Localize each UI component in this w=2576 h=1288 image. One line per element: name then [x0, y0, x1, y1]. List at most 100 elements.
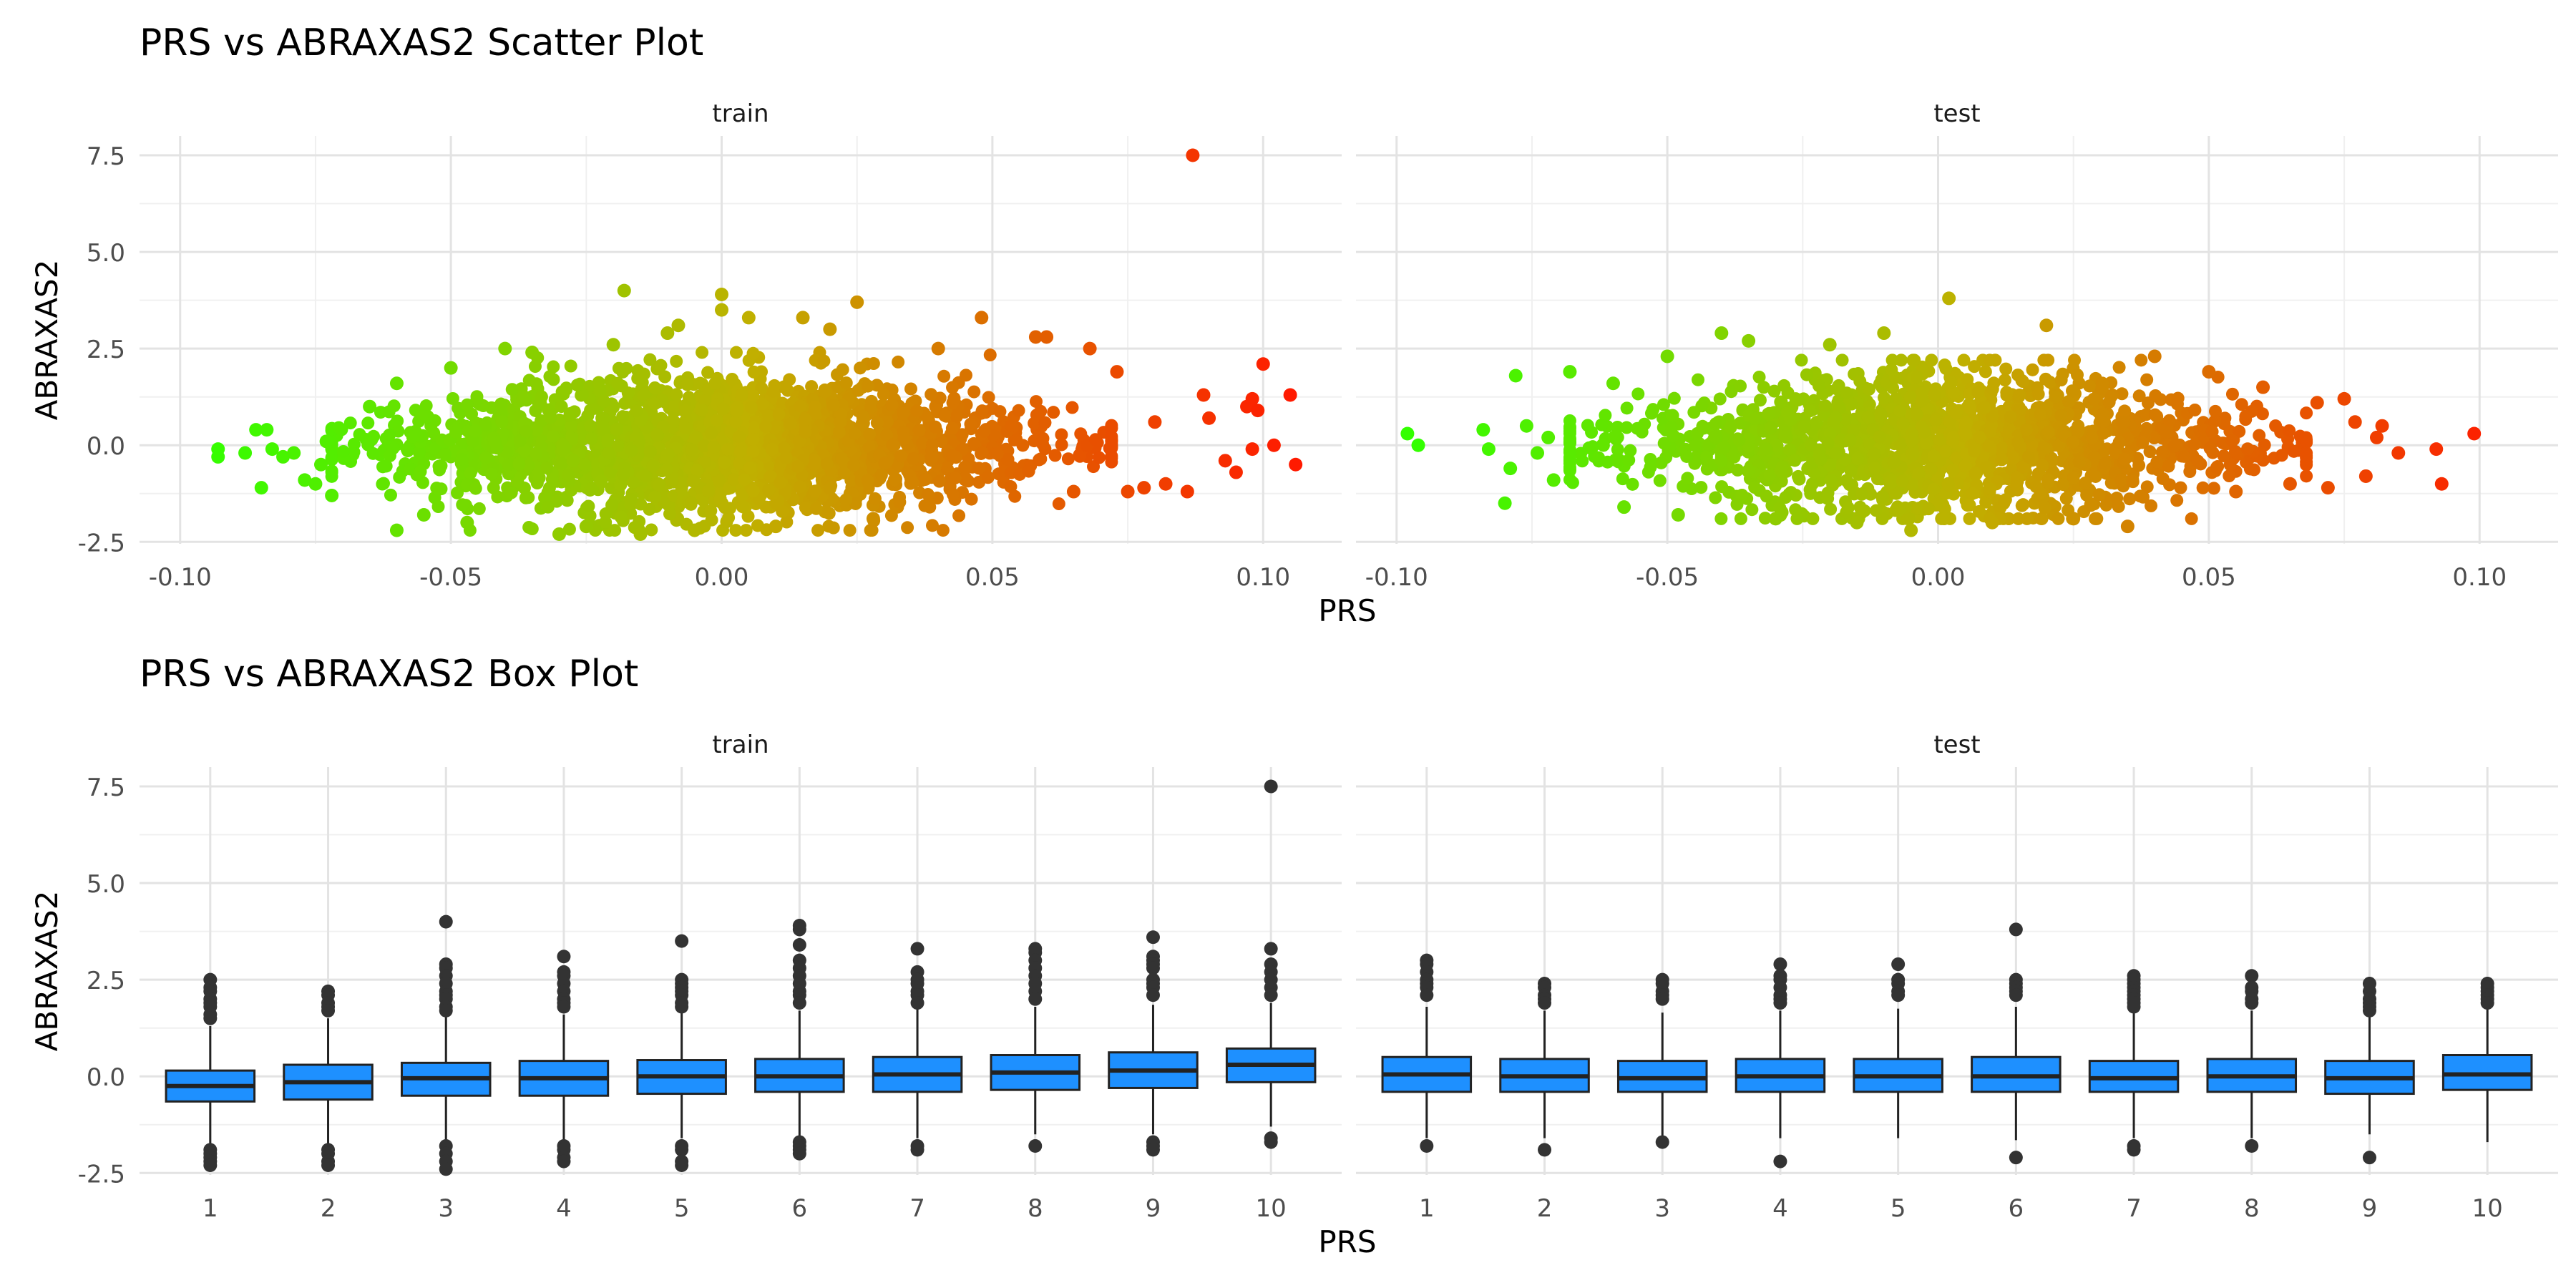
box-x-axis-title: PRS [1318, 1224, 1376, 1259]
scatter-bulk-cloud [325, 346, 1118, 537]
box-y-tick-label: 0.0 [87, 1063, 125, 1092]
scatter-point [1110, 365, 1124, 379]
scatter-point [1925, 353, 1938, 367]
scatter-point [993, 405, 1007, 419]
scatter-point [393, 470, 406, 484]
scatter-point [2087, 392, 2100, 406]
scatter-point [727, 473, 741, 487]
scatter-point [1941, 478, 1955, 492]
scatter-point [319, 434, 333, 449]
box-strip-label-test: test [1933, 731, 1980, 759]
scatter-point [2041, 425, 2055, 439]
box-panel-test [1356, 767, 2558, 1175]
scatter-point [1833, 401, 1846, 414]
scatter-point [1742, 464, 1755, 477]
scatter-point [918, 499, 932, 512]
box-group-4 [1735, 957, 1826, 1169]
scatter-point [535, 390, 548, 404]
scatter-point [2429, 442, 2444, 457]
scatter-point [522, 520, 536, 534]
scatter-point [958, 471, 972, 484]
box-group-3 [400, 914, 492, 1176]
scatter-point [1073, 449, 1087, 463]
scatter-point [265, 442, 279, 457]
scatter-point [2112, 361, 2126, 374]
scatter-point [563, 409, 577, 423]
scatter-point [870, 416, 884, 429]
scatter-point [652, 478, 665, 492]
box-strip-label-train: train [712, 731, 769, 759]
scatter-point [583, 419, 597, 433]
scatter-point [1563, 365, 1577, 379]
box-group-10 [2441, 977, 2533, 1143]
scatter-point [2126, 475, 2140, 489]
scatter-point [2118, 452, 2132, 466]
scatter-point [1780, 431, 1793, 444]
scatter-point [582, 499, 595, 513]
scatter-point [376, 477, 389, 491]
scatter-point [2185, 512, 2198, 525]
box-outlier [203, 1011, 218, 1025]
scatter-point [665, 474, 679, 488]
scatter-point [1010, 432, 1023, 446]
scatter-point [238, 446, 253, 460]
scatter-x-tick-label: 0.10 [2452, 563, 2507, 592]
scatter-point [2202, 365, 2216, 379]
box-outlier [1264, 988, 1278, 1002]
box-group-1 [165, 972, 256, 1172]
scatter-point [1586, 440, 1599, 454]
scatter-point [2256, 380, 2270, 394]
scatter-point [2057, 478, 2070, 492]
scatter-point [862, 439, 876, 453]
scatter-point [308, 477, 323, 491]
scatter-point [1047, 406, 1060, 419]
box-outlier [1146, 988, 1160, 1002]
scatter-point [2253, 429, 2266, 442]
scatter-point [1724, 421, 1737, 434]
scatter-point [605, 499, 619, 512]
scatter-point [1862, 382, 1875, 396]
scatter-point [343, 416, 357, 430]
scatter-point [2300, 455, 2313, 469]
scatter-point [823, 482, 836, 495]
scatter-point [2300, 469, 2313, 483]
scatter-point [611, 376, 625, 390]
scatter-point [2177, 449, 2191, 463]
scatter-point [1821, 492, 1835, 505]
scatter-point [1960, 416, 1974, 429]
scatter-point [1657, 398, 1670, 411]
scatter-point [1915, 395, 1928, 409]
scatter-point [912, 424, 926, 437]
scatter-point [897, 406, 910, 420]
scatter-point [1644, 452, 1657, 466]
scatter-point [414, 465, 427, 479]
scatter-point [660, 326, 675, 341]
scatter-point [827, 399, 841, 412]
scatter-point [511, 474, 525, 488]
scatter-point [468, 424, 482, 438]
scatter-point [716, 402, 730, 416]
scatter-point [936, 524, 950, 537]
scatter-point [2041, 353, 2055, 367]
scatter-point [1028, 416, 1041, 430]
scatter-point [612, 361, 625, 375]
scatter-point [314, 457, 328, 472]
scatter-point [832, 425, 846, 439]
scatter-point [617, 468, 630, 482]
scatter-point [2167, 439, 2181, 453]
scatter-point [1868, 447, 1881, 461]
box-outlier [557, 950, 571, 964]
box-outlier [910, 1143, 924, 1157]
scatter-point [1283, 388, 1297, 402]
scatter-point [1657, 436, 1671, 450]
scatter-point [2210, 461, 2223, 474]
scatter-point [2112, 436, 2126, 449]
scatter-point [2104, 390, 2117, 404]
scatter-point [1001, 453, 1015, 467]
scatter-point [1980, 460, 1994, 474]
scatter-point [383, 428, 396, 441]
scatter-point [494, 397, 508, 411]
scatter-point [643, 444, 657, 458]
scatter-point [1503, 462, 1518, 476]
scatter-point [1055, 428, 1068, 441]
